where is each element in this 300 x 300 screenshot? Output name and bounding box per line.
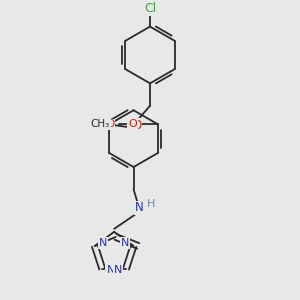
Text: O: O [106,119,115,129]
Text: H: H [147,200,156,209]
Text: Cl: Cl [144,2,156,15]
Text: N: N [135,202,144,214]
Text: N: N [113,265,122,275]
Text: CH₃: CH₃ [91,119,110,129]
Text: O: O [128,119,137,129]
Text: N: N [106,265,115,275]
Text: N: N [121,238,129,248]
Text: O: O [132,119,141,132]
Text: N: N [99,238,107,248]
